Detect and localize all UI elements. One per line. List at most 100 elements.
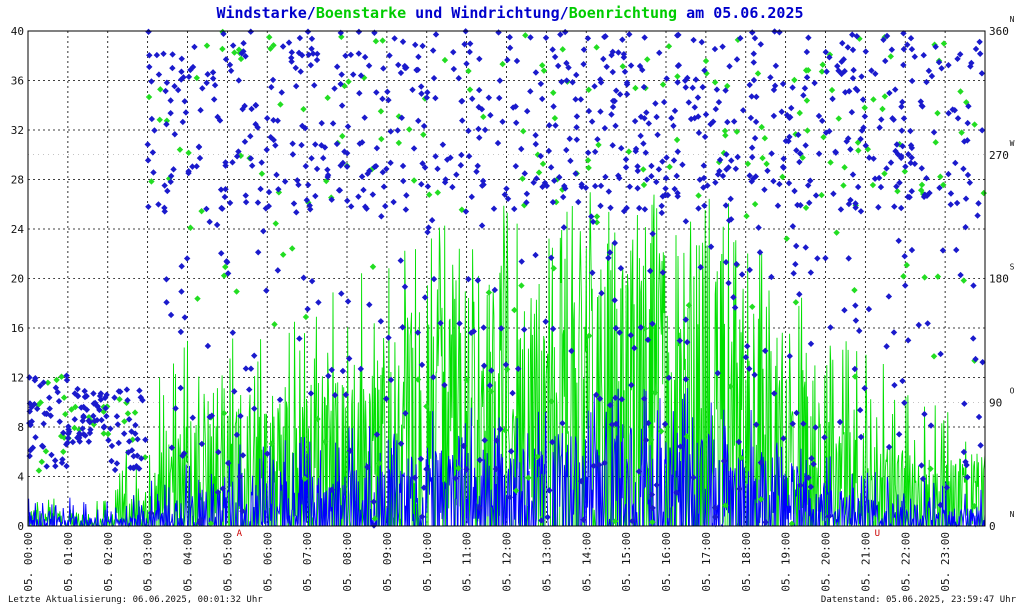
gust-direction-point	[540, 67, 548, 74]
wind-direction-point	[546, 122, 553, 129]
wind-direction-point	[648, 162, 655, 170]
wind-direction-point	[751, 34, 759, 42]
wind-direction-point	[671, 185, 678, 193]
wind-direction-point	[947, 201, 954, 208]
wind-direction-point	[606, 249, 614, 256]
wind-direction-point	[263, 146, 270, 153]
wind-direction-point	[876, 124, 883, 131]
wind-direction-point	[943, 484, 951, 491]
gust-direction-point	[759, 154, 766, 162]
wind-direction-point	[308, 277, 316, 285]
wind-direction-point	[616, 91, 624, 98]
wind-direction-point	[329, 120, 337, 127]
wind-direction-point	[712, 504, 719, 511]
wind-direction-point	[180, 450, 188, 457]
wind-direction-point	[494, 139, 502, 147]
title-part: /	[307, 4, 316, 22]
gust-direction-point	[632, 84, 639, 92]
wind-direction-point	[504, 56, 511, 64]
gust-direction-point	[379, 37, 386, 44]
wind-direction-point	[771, 82, 779, 89]
wind-direction-point	[312, 192, 319, 200]
wind-direction-point	[683, 338, 691, 346]
wind-direction-point	[730, 118, 738, 125]
wind-direction-point	[308, 35, 316, 42]
wind-direction-point	[383, 395, 390, 402]
gust-direction-point	[722, 502, 729, 509]
wind-direction-point	[623, 90, 631, 98]
wind-direction-point	[927, 422, 935, 429]
wind-direction-point	[649, 320, 656, 327]
gust-direction-point	[539, 62, 546, 69]
wind-direction-point	[333, 63, 341, 70]
wind-direction-point	[341, 148, 348, 155]
wind-direction-point	[403, 192, 410, 199]
gust-direction-point	[480, 113, 487, 121]
wind-direction-point	[342, 391, 350, 398]
wind-direction-point	[953, 246, 960, 254]
wind-direction-point	[380, 183, 388, 190]
wind-direction-point	[252, 102, 260, 109]
gust-direction-point	[185, 149, 192, 157]
wind-direction-point	[551, 177, 558, 184]
wind-direction-point	[849, 46, 857, 54]
wind-direction-point	[450, 48, 457, 56]
wind-direction-point	[796, 291, 803, 298]
wind-direction-point	[726, 63, 733, 70]
wind-direction-point	[631, 344, 638, 352]
wind-direction-point	[549, 325, 557, 333]
wind-direction-point	[63, 372, 70, 379]
wind-direction-point	[886, 89, 893, 97]
wind-direction-point	[907, 127, 914, 135]
wind-direction-point	[397, 440, 405, 447]
wind-direction-point	[336, 187, 344, 194]
wind-direction-point	[373, 144, 381, 152]
gust-direction-point	[917, 186, 925, 194]
wind-direction-point	[842, 89, 849, 96]
wind-direction-point	[370, 498, 377, 505]
wind-direction-point	[857, 433, 865, 441]
wind-direction-point	[308, 45, 315, 52]
wind-direction-point	[164, 187, 171, 195]
wind-direction-point	[476, 504, 483, 512]
wind-direction-point	[964, 171, 972, 179]
wind-direction-point	[573, 113, 581, 120]
gust-direction-point	[727, 383, 734, 390]
wind-direction-point	[297, 68, 304, 75]
gust-direction-point	[222, 263, 229, 271]
gust-direction-point	[375, 460, 383, 467]
wind-direction-point	[345, 355, 353, 362]
wind-direction-point	[167, 311, 175, 319]
wind-direction-point	[682, 316, 690, 323]
wind-direction-point	[54, 388, 61, 396]
gust-direction-point	[519, 175, 526, 182]
wind-direction-point	[975, 200, 982, 207]
wind-direction-point	[296, 335, 303, 342]
wind-direction-point	[900, 30, 907, 37]
wind-direction-point	[457, 162, 465, 169]
wind-direction-point	[412, 41, 419, 49]
wind-direction-point	[179, 452, 186, 460]
wind-direction-point	[239, 452, 247, 459]
gust-direction-point	[258, 170, 266, 177]
wind-direction-point	[379, 169, 387, 176]
gust-direction-point	[231, 49, 238, 56]
wind-direction-point	[60, 429, 67, 436]
wind-direction-point	[306, 206, 314, 213]
gust-direction-point	[833, 229, 840, 236]
wind-direction-point	[554, 62, 562, 70]
gust-direction-point	[651, 389, 659, 396]
wind-direction-point	[203, 79, 210, 87]
wind-direction-point	[674, 193, 681, 200]
wind-direction-point	[264, 450, 271, 457]
gust-direction-point	[455, 465, 462, 472]
wind-direction-point	[900, 115, 908, 122]
wind-direction-point	[264, 115, 271, 122]
gust-direction-point	[903, 261, 910, 269]
wind-direction-point	[320, 154, 327, 162]
gust-direction-point	[625, 148, 633, 155]
wind-direction-point	[961, 138, 968, 145]
wind-direction-point	[722, 258, 730, 266]
wind-direction-point	[682, 84, 689, 91]
gust-direction-point	[595, 141, 602, 149]
